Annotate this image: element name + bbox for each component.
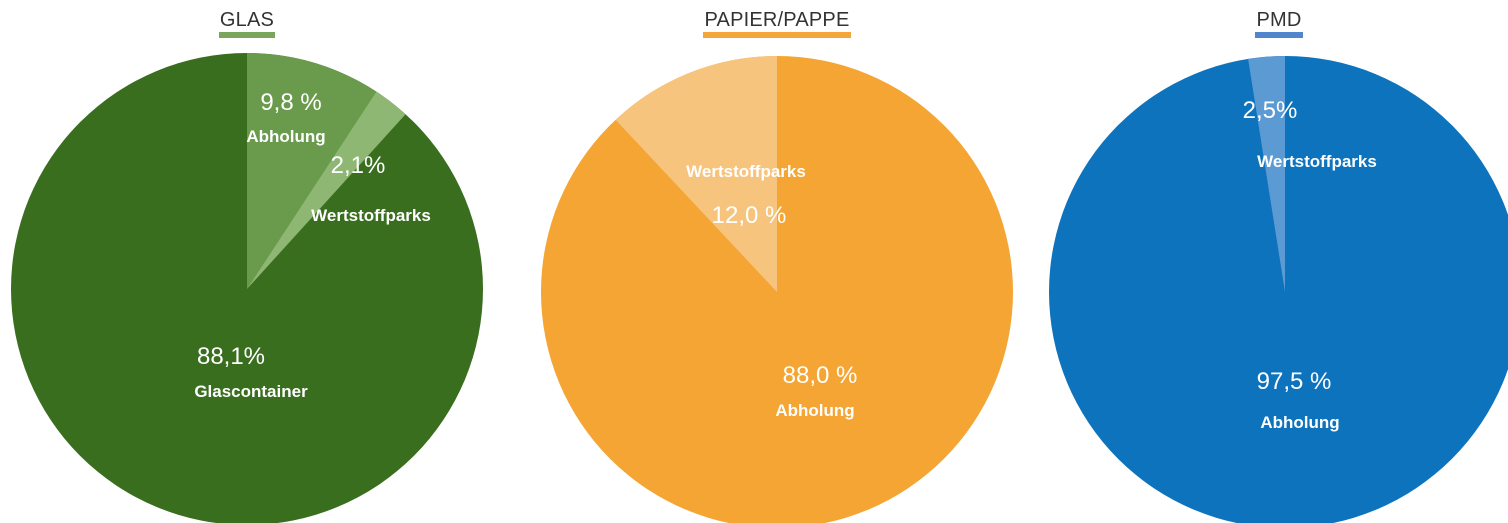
pmd-pie-base (1049, 56, 1508, 523)
glas-chart: GLAS 9,8 % Abholung 2,1% Wertstoffparks … (0, 0, 494, 523)
glas-wertstoffparks-value: 2,1% (331, 152, 386, 179)
papier-pie: Wertstoffparks 12,0 % 88,0 % Abholung (541, 55, 1013, 523)
papier-wertstoffparks-value: 12,0 % (712, 202, 787, 229)
glas-pie: 9,8 % Abholung 2,1% Wertstoffparks 88,1%… (11, 53, 483, 523)
glas-abholung-value: 9,8 % (260, 89, 321, 116)
pmd-wertstoffparks-label: Wertstoffparks (1257, 152, 1377, 171)
pmd-pie: 2,5% Wertstoffparks 97,5 % Abholung (1049, 55, 1508, 523)
papier-slice-wertstoffparks[interactable] (615, 55, 777, 292)
pmd-title: PMD (1255, 9, 1303, 38)
papier-title: PAPIER/PAPPE (703, 9, 851, 38)
pmd-abholung-label: Abholung (1260, 413, 1339, 432)
glas-glascontainer-label: Glascontainer (194, 382, 308, 401)
papier-abholung-value: 88,0 % (783, 362, 858, 389)
glas-abholung-label: Abholung (246, 127, 325, 146)
pmd-chart: PMD 2,5% Wertstoffparks 97,5 % Abholung (1049, 0, 1508, 523)
glas-slice-abholung[interactable] (247, 53, 377, 289)
pmd-wertstoffparks-value: 2,5% (1243, 97, 1298, 124)
glas-wertstoffparks-label: Wertstoffparks (311, 206, 431, 225)
papier-chart: PAPIER/PAPPE Wertstoffparks 12,0 % 88,0 … (530, 0, 1024, 523)
chart-title: GLAS (0, 9, 494, 38)
glas-slice-wertstoffparks[interactable] (247, 91, 406, 289)
pmd-slice-wertstoffparks[interactable] (1248, 55, 1285, 292)
papier-abholung-label: Abholung (775, 401, 854, 420)
pmd-abholung-value: 97,5 % (1257, 368, 1332, 395)
chart-title: PMD (1050, 9, 1508, 38)
glas-title: GLAS (218, 9, 276, 38)
papier-wertstoffparks-label: Wertstoffparks (686, 162, 806, 181)
chart-title: PAPIER/PAPPE (530, 9, 1024, 38)
glas-glascontainer-value: 88,1% (197, 343, 265, 370)
